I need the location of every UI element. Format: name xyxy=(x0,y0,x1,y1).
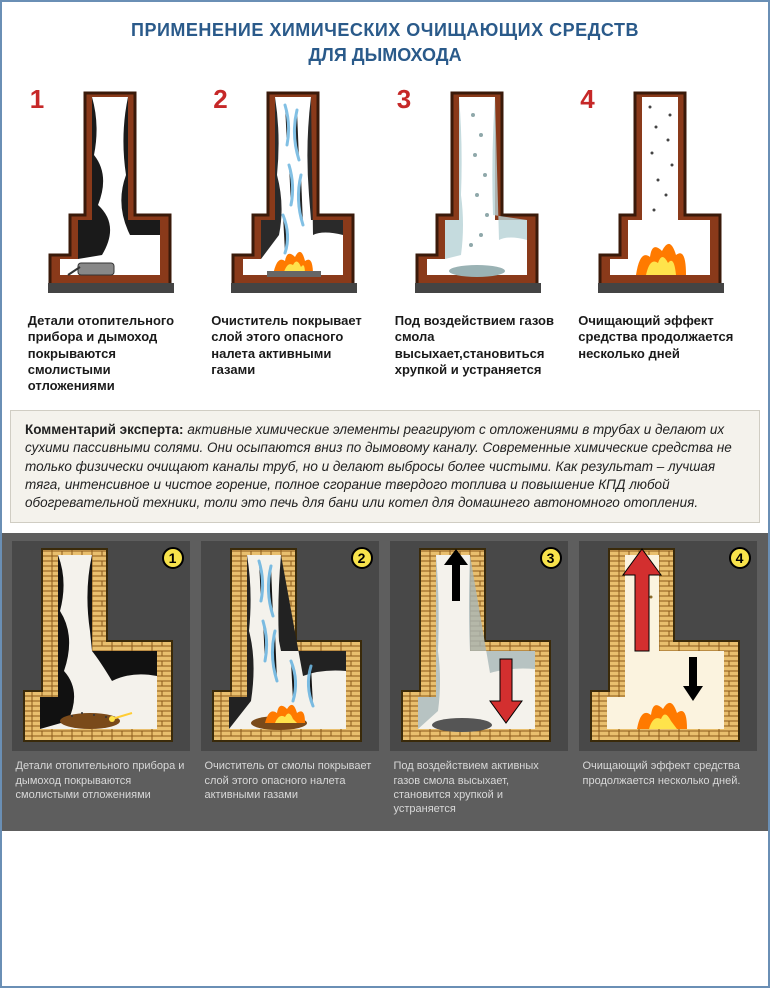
panel-caption: Очищающий эффект средства продолжается н… xyxy=(576,305,744,366)
panel-caption: Детали отопительного прибора и дымоход п… xyxy=(12,751,192,804)
panel-caption: Очиститель покрывает слой этого опасного… xyxy=(209,305,377,382)
bot-panel-1: 1 xyxy=(12,541,192,818)
main-title-line2: ДЛЯ ДЫМОХОДА xyxy=(2,45,768,76)
panel-number: 4 xyxy=(580,84,594,115)
badge-number: 1 xyxy=(162,547,184,569)
top-panel-4: 4 Очищающий эффект средства продолжается… xyxy=(576,84,744,398)
top-panel-2: 2 Очиститель покрывает xyxy=(209,84,377,398)
panel-caption: Под воздействием активных газов смола вы… xyxy=(390,751,570,818)
badge-number: 4 xyxy=(729,547,751,569)
panel-caption: Очищающий эффект средства продолжается н… xyxy=(579,751,759,790)
brick-chimney-dry: 3 xyxy=(390,541,568,751)
bot-panel-2: 2 xyxy=(201,541,381,818)
panel-number: 2 xyxy=(213,84,227,115)
top-panel-1: 1 Детали отопительного прибора и дымоход… xyxy=(26,84,194,398)
brick-chimney-clean: 4 xyxy=(579,541,757,751)
bot-panel-4: 4 xyxy=(579,541,759,818)
panel-caption: Под воздействием газов смола высыхает,ст… xyxy=(393,305,561,382)
chimney-diagram-soot xyxy=(30,85,190,305)
panel-number: 1 xyxy=(30,84,44,115)
badge-number: 2 xyxy=(351,547,373,569)
badge-number: 3 xyxy=(540,547,562,569)
panel-caption: Очиститель от смолы покрывает слой этого… xyxy=(201,751,381,804)
chimney-diagram-clean xyxy=(580,85,740,305)
main-title-line1: ПРИМЕНЕНИЕ ХИМИЧЕСКИХ ОЧИЩАЮЩИХ СРЕДСТВ xyxy=(2,2,768,45)
panel-caption: Детали отопительного прибора и дымоход п… xyxy=(26,305,194,398)
chimney-diagram-gas xyxy=(213,85,373,305)
panel-number: 3 xyxy=(397,84,411,115)
top-panel-3: 3 Под воздействием газов смола высыхает,… xyxy=(393,84,561,398)
expert-label: Комментарий эксперта: xyxy=(25,422,184,437)
expert-comment-box: Комментарий эксперта: активные химически… xyxy=(10,410,760,523)
top-diagram-row: 1 Детали отопительного прибора и дымоход… xyxy=(2,76,768,402)
bot-panel-3: 3 Под воздействием активных га xyxy=(390,541,570,818)
bottom-diagram-row: 1 xyxy=(2,533,768,830)
chimney-diagram-dry xyxy=(397,85,557,305)
brick-chimney-soot: 1 xyxy=(12,541,190,751)
brick-chimney-gas: 2 xyxy=(201,541,379,751)
